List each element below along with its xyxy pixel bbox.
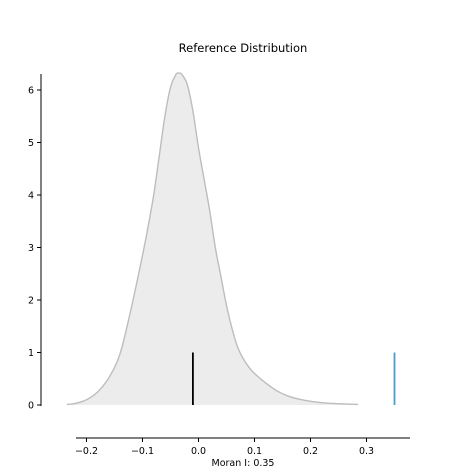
y-tick-label: 1	[28, 348, 34, 359]
x-tick-label: 0.3	[359, 446, 374, 457]
y-tick-label: 2	[28, 296, 34, 307]
x-tick-label: −0.1	[131, 446, 154, 457]
x-axis-ticks: −0.2 −0.1 0.0 0.1 0.2 0.3	[75, 438, 374, 457]
density-line	[66, 72, 359, 406]
y-tick-label: 0	[28, 401, 34, 412]
x-tick-label: 0.0	[191, 446, 206, 457]
density-fill	[66, 72, 359, 405]
y-tick-label: 6	[28, 86, 34, 97]
chart-title: Reference Distribution	[179, 41, 308, 55]
y-axis-ticks: 0 1 2 3 4 5 6	[28, 86, 41, 412]
y-tick-label: 3	[28, 243, 34, 254]
x-axis-label: Moran I: 0.35	[212, 458, 275, 469]
x-tick-label: 0.2	[303, 446, 318, 457]
y-tick-label: 4	[28, 191, 34, 202]
x-tick-label: 0.1	[247, 446, 262, 457]
x-tick-label: −0.2	[75, 446, 98, 457]
plot-area	[66, 72, 396, 406]
y-tick-label: 5	[28, 138, 34, 149]
